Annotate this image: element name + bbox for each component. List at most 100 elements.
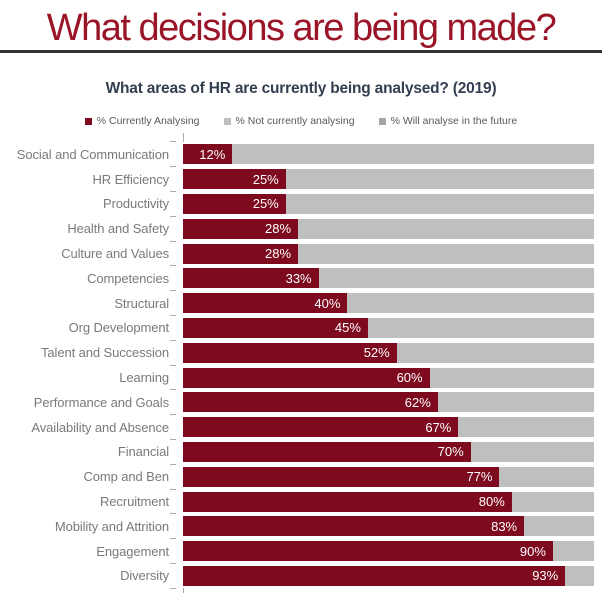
bar-fill: 77% — [183, 466, 500, 487]
category-label: Learning — [119, 370, 169, 386]
bar-fill: 60% — [183, 367, 430, 388]
bar-row: Performance and Goals 62% — [0, 389, 602, 415]
category-label: Org Development — [68, 320, 169, 336]
bar-value-label: 40% — [314, 295, 341, 311]
bar-row: Productivity 25% — [0, 190, 602, 217]
bar-track: 45% — [170, 314, 594, 338]
bar-row: Availability and Absence 67% — [0, 414, 602, 440]
bar-track: 12% — [170, 141, 594, 165]
bar-value-label: 25% — [252, 196, 279, 212]
bar-value-label: 67% — [425, 419, 452, 435]
bar-row: Recruitment 80% — [0, 488, 602, 514]
category-axis-tick — [170, 240, 176, 242]
category-axis-tick — [170, 538, 176, 540]
bar-track: 67% — [170, 414, 594, 438]
bar-value-label: 83% — [491, 518, 518, 534]
bar-track: 25% — [170, 190, 594, 214]
bar-value-label: 12% — [199, 146, 226, 162]
bar-fill: 12% — [183, 144, 233, 165]
bar-track: 33% — [170, 265, 594, 289]
bar-row: Talent and Succession 52% — [0, 339, 602, 365]
bar-row: HR Efficiency 25% — [0, 166, 602, 192]
bar-track: 93% — [170, 562, 594, 589]
chart-title: What areas of HR are currently being ana… — [105, 80, 497, 97]
chart-legend: % Currently Analysing % Not currently ana… — [0, 114, 602, 128]
category-axis-tick — [170, 265, 176, 267]
category-axis-line — [183, 133, 184, 142]
category-label: Competencies — [87, 270, 169, 286]
bar-row: Engagement 90% — [0, 538, 602, 564]
bar-fill: 83% — [183, 516, 525, 537]
category-label: Structural — [114, 295, 169, 311]
bar-row: Culture and Values 28% — [0, 240, 602, 266]
bar-track: 80% — [170, 488, 594, 512]
bar-track: 28% — [170, 240, 594, 264]
bar-track: 62% — [170, 389, 594, 413]
bar-value-label: 77% — [466, 469, 493, 485]
category-axis-tick — [170, 513, 176, 515]
bar-track: 70% — [170, 438, 594, 462]
bar-value-label: 25% — [252, 171, 279, 187]
category-label: Engagement — [96, 543, 169, 559]
bar-fill: 28% — [183, 218, 299, 239]
hr-analysis-chart: What areas of HR are currently being ana… — [0, 79, 602, 594]
bar-value-label: 28% — [265, 246, 292, 262]
bar-row: Comp and Ben 77% — [0, 463, 602, 489]
category-label: Comp and Ben — [83, 469, 169, 485]
bar-value-label: 70% — [437, 444, 464, 460]
bar-fill: 40% — [183, 293, 348, 314]
bar-fill: 25% — [183, 169, 286, 190]
category-label: Health and Safety — [67, 221, 169, 237]
legend-item: % Currently Analysing — [84, 115, 200, 127]
page-header: What decisions are being made? — [0, 0, 602, 53]
category-axis-tick — [170, 314, 176, 316]
page-title: What decisions are being made? — [46, 7, 557, 49]
category-label: Culture and Values — [61, 246, 169, 262]
bar-value-label: 93% — [532, 568, 559, 584]
bar-value-label: 45% — [334, 320, 361, 336]
bar-track: 52% — [170, 339, 594, 363]
bar-fill: 52% — [183, 342, 397, 363]
bar-fill: 93% — [183, 565, 566, 586]
legend-item: % Will analyse in the future — [378, 115, 518, 127]
legend-swatch-icon — [84, 117, 92, 125]
bar-fill: 33% — [183, 268, 319, 289]
category-axis-tick — [170, 488, 176, 490]
bar-track: 40% — [170, 290, 594, 314]
category-label: Talent and Succession — [41, 345, 169, 361]
bar-chart-area: Social and Communication 12% HR Efficiency… — [0, 133, 602, 594]
category-label: Diversity — [120, 568, 169, 584]
bar-row: Learning 60% — [0, 364, 602, 390]
bar-fill: 70% — [183, 441, 471, 462]
category-label: Mobility and Attrition — [54, 518, 169, 534]
category-axis-tick — [170, 141, 176, 143]
category-axis-tick — [170, 463, 176, 465]
category-label: Social and Communication — [16, 146, 169, 162]
legend-label: % Will analyse in the future — [390, 115, 518, 127]
bar-track: 90% — [170, 538, 594, 562]
category-axis-tick — [170, 562, 176, 564]
bar-row: Competencies 33% — [0, 265, 602, 291]
category-label: Productivity — [103, 196, 169, 212]
bar-row: Mobility and Attrition 83% — [0, 513, 602, 539]
category-axis-tick — [170, 166, 176, 168]
bar-value-label: 80% — [478, 494, 505, 510]
category-axis-tick — [170, 438, 176, 440]
bar-fill: 90% — [183, 541, 553, 562]
category-axis-tick — [170, 190, 176, 192]
bar-fill: 62% — [183, 392, 438, 413]
category-axis-tick — [170, 290, 176, 292]
bar-row: Structural 40% — [0, 290, 602, 316]
bar-fill: 80% — [183, 491, 512, 512]
category-label: Performance and Goals — [33, 394, 169, 410]
bar-value-label: 52% — [363, 345, 390, 361]
category-label: Availability and Absence — [31, 419, 169, 435]
bar-track: 60% — [170, 364, 594, 388]
legend-swatch-icon — [378, 117, 386, 125]
legend-swatch-icon — [223, 117, 231, 125]
category-axis-tick — [170, 389, 176, 391]
category-axis-tick — [170, 364, 176, 366]
bar-row: Social and Communication 12% — [0, 141, 602, 167]
bar-row: Org Development 45% — [0, 314, 602, 341]
